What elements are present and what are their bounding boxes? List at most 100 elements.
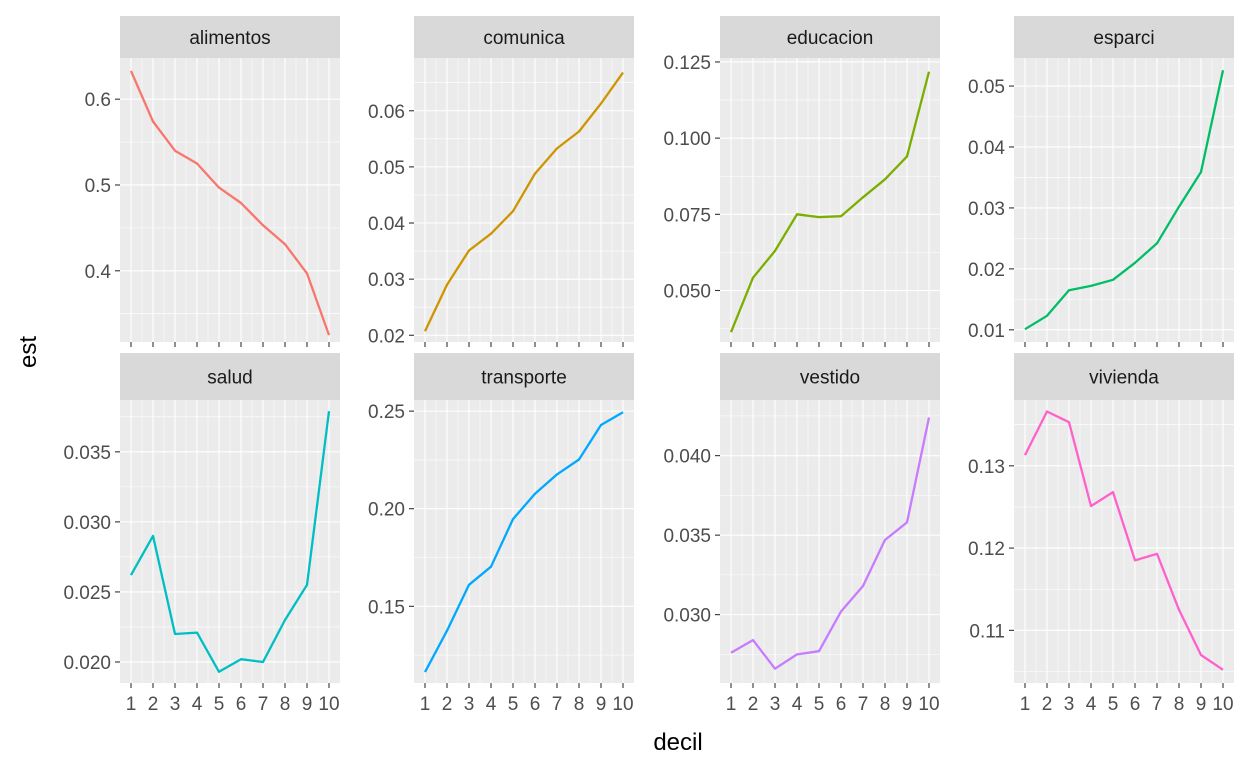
facet-strip	[120, 16, 340, 58]
facet-label: vivienda	[1089, 368, 1159, 389]
y-tick-label: 0.4	[85, 262, 112, 283]
panel-salud: salud 0.020 0.025 0.030 0.035 1 2 3 4 5 6 7 8 9 10	[63, 353, 340, 715]
y-tick-label: 0.03	[968, 199, 1005, 220]
x-tick-label: 2	[1042, 694, 1053, 715]
y-axis-title: est	[15, 336, 42, 368]
x-tick-label: 7	[258, 694, 269, 715]
y-tick-label: 0.15	[368, 597, 405, 618]
x-tick-label: 6	[530, 694, 541, 715]
x-tick-label: 7	[858, 694, 869, 715]
facet-panels: alimentos 0.4 0.5 0.6 comunica 0.02 0.03 0.04 0.…	[63, 16, 1234, 715]
panel-educacion: educacion 0.050 0.075 0.100 0.125	[663, 16, 940, 347]
x-tick-label: 1	[126, 694, 137, 715]
facet-label: alimentos	[189, 28, 270, 49]
x-tick-label: 3	[770, 694, 781, 715]
facet-strip	[1014, 353, 1234, 400]
x-tick-label: 2	[442, 694, 453, 715]
series-line-transporte	[423, 411, 624, 673]
facet-strip	[414, 16, 634, 58]
facet-label: comunica	[483, 28, 565, 49]
y-tick-label: 0.5	[85, 176, 111, 197]
x-tick-label: 7	[1152, 694, 1163, 715]
facet-strip	[720, 353, 940, 400]
y-tick-label: 0.035	[63, 443, 111, 464]
facet-label: educacion	[787, 28, 874, 49]
series-line-esparci	[1024, 69, 1225, 331]
x-tick-label: 3	[170, 694, 181, 715]
x-tick-label: 2	[748, 694, 759, 715]
y-tick-label: 0.020	[63, 653, 111, 674]
series-line-vivienda	[1023, 410, 1224, 671]
panel-vestido: vestido 0.030 0.035 0.040 1 2 3 4 5 6 7 8 9 10	[663, 353, 940, 715]
x-tick-label: 3	[464, 694, 475, 715]
x-tick-label: 6	[836, 694, 847, 715]
x-tick-label: 4	[192, 694, 203, 715]
y-tick-label: 0.050	[663, 282, 711, 303]
x-axis-title: decil	[653, 729, 702, 756]
facet-label: salud	[207, 368, 252, 389]
x-tick-label: 9	[902, 694, 913, 715]
facet-strip	[120, 353, 340, 400]
x-tick-label: 5	[508, 694, 519, 715]
series-line-comunica	[423, 71, 624, 332]
x-tick-label: 8	[1174, 694, 1185, 715]
x-tick-label: 2	[148, 694, 159, 715]
x-tick-label: 4	[792, 694, 803, 715]
y-tick-label: 0.20	[368, 500, 405, 521]
y-tick-label: 0.06	[368, 102, 405, 123]
y-tick-label: 0.25	[368, 402, 405, 423]
x-tick-label: 5	[1108, 694, 1119, 715]
y-tick-label: 0.04	[368, 214, 405, 235]
y-tick-label: 0.01	[968, 321, 1005, 342]
y-tick-label: 0.12	[968, 539, 1005, 560]
x-tick-label: 7	[552, 694, 563, 715]
y-tick-label: 0.04	[968, 138, 1005, 159]
facet-label: esparci	[1093, 28, 1154, 49]
facet-strip	[720, 16, 940, 58]
y-tick-label: 0.05	[968, 77, 1005, 98]
y-tick-label: 0.100	[663, 129, 711, 150]
y-tick-label: 0.075	[663, 205, 711, 226]
y-tick-label: 0.13	[968, 457, 1005, 478]
series-line-educacion	[729, 71, 931, 333]
y-tick-label: 0.025	[63, 583, 111, 604]
y-tick-label: 0.11	[969, 621, 1005, 642]
x-tick-label: 6	[236, 694, 247, 715]
x-tick-label: 9	[302, 694, 313, 715]
x-tick-label: 5	[214, 694, 225, 715]
x-tick-label: 10	[918, 694, 939, 715]
x-tick-label: 3	[1064, 694, 1075, 715]
series-line-salud	[129, 411, 331, 673]
x-tick-label: 8	[880, 694, 891, 715]
panel-alimentos: alimentos 0.4 0.5 0.6	[85, 16, 340, 347]
y-tick-label: 0.02	[368, 326, 405, 347]
x-tick-label: 10	[612, 694, 633, 715]
y-tick-label: 0.6	[85, 90, 111, 111]
x-tick-label: 8	[280, 694, 291, 715]
facet-strip	[1014, 16, 1234, 58]
x-tick-label: 8	[574, 694, 585, 715]
y-tick-label: 0.125	[663, 53, 711, 74]
x-tick-label: 9	[596, 694, 607, 715]
y-tick-label: 0.030	[663, 606, 711, 627]
y-tick-label: 0.05	[368, 158, 405, 179]
y-tick-label: 0.02	[968, 260, 1005, 281]
facet-label: transporte	[481, 368, 567, 389]
x-tick-label: 6	[1130, 694, 1141, 715]
panel-esparci: esparci 0.01 0.02 0.03 0.04 0.05	[968, 16, 1234, 347]
panel-vivienda: vivienda 0.11 0.12 0.13 1 2 3 4 5 6 7 8 9 10	[968, 353, 1234, 715]
x-tick-label: 1	[726, 694, 737, 715]
x-tick-label: 5	[814, 694, 825, 715]
x-tick-label: 10	[1212, 694, 1233, 715]
x-tick-label: 10	[318, 694, 339, 715]
y-tick-label: 0.035	[663, 526, 711, 547]
facet-strip	[414, 353, 634, 400]
facet-label: vestido	[800, 368, 860, 389]
y-tick-label: 0.030	[63, 513, 111, 534]
y-tick-label: 0.040	[663, 447, 711, 468]
x-tick-label: 1	[1020, 694, 1031, 715]
x-tick-label: 9	[1196, 694, 1207, 715]
series-line-vestido	[730, 417, 931, 670]
x-tick-label: 4	[486, 694, 497, 715]
